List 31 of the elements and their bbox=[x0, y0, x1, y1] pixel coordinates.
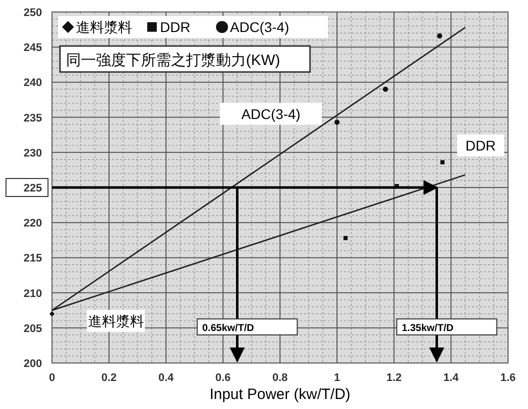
legend-label: 進料漿料 bbox=[76, 19, 132, 35]
x-tick-label: 1.6 bbox=[500, 372, 516, 384]
y-tick-label: 215 bbox=[24, 252, 42, 265]
y-tick-label: 225 bbox=[24, 182, 42, 194]
y-tick-label: 245 bbox=[24, 42, 42, 54]
annotation: DDR bbox=[465, 137, 496, 154]
legend-label: ADC(3-4) bbox=[230, 19, 290, 35]
label-box: 0.65kw/T/D bbox=[196, 318, 298, 336]
x-axis-title: Input Power (kw/T/D) bbox=[210, 386, 350, 403]
x-tick-label: 1 bbox=[334, 372, 340, 384]
y-tick-label: 240 bbox=[24, 77, 42, 90]
ref-line-label: 0.65kw/T/D bbox=[202, 322, 254, 334]
x-tick-label: 0.6 bbox=[215, 372, 231, 384]
y-tick-label: 205 bbox=[24, 322, 42, 335]
label-box: 1.35kw/T/D bbox=[396, 318, 498, 336]
x-tick-label: 1.2 bbox=[386, 372, 402, 384]
y-tick-label: 200 bbox=[24, 358, 42, 370]
y-tick-label: 235 bbox=[24, 112, 42, 124]
y-tick-label: 250 bbox=[24, 7, 42, 19]
legend-label: DDR bbox=[160, 19, 190, 35]
x-tick-label: 0 bbox=[48, 372, 56, 384]
y-tick-label: 210 bbox=[24, 288, 42, 300]
x-tick-label: 0.2 bbox=[101, 372, 117, 384]
annotation: ADC(3-4) bbox=[241, 106, 300, 122]
x-tick-label: 1.4 bbox=[443, 372, 460, 384]
ref-line-label: 1.35kw/T/D bbox=[402, 322, 454, 334]
x-tick-label: 0.8 bbox=[272, 372, 288, 384]
x-tick-label: 0.4 bbox=[158, 372, 175, 384]
text: 同一強度下所需之打漿動力(KW) bbox=[66, 52, 280, 69]
y-tick-label: 230 bbox=[24, 147, 42, 160]
y-tick-label: 220 bbox=[24, 218, 42, 230]
